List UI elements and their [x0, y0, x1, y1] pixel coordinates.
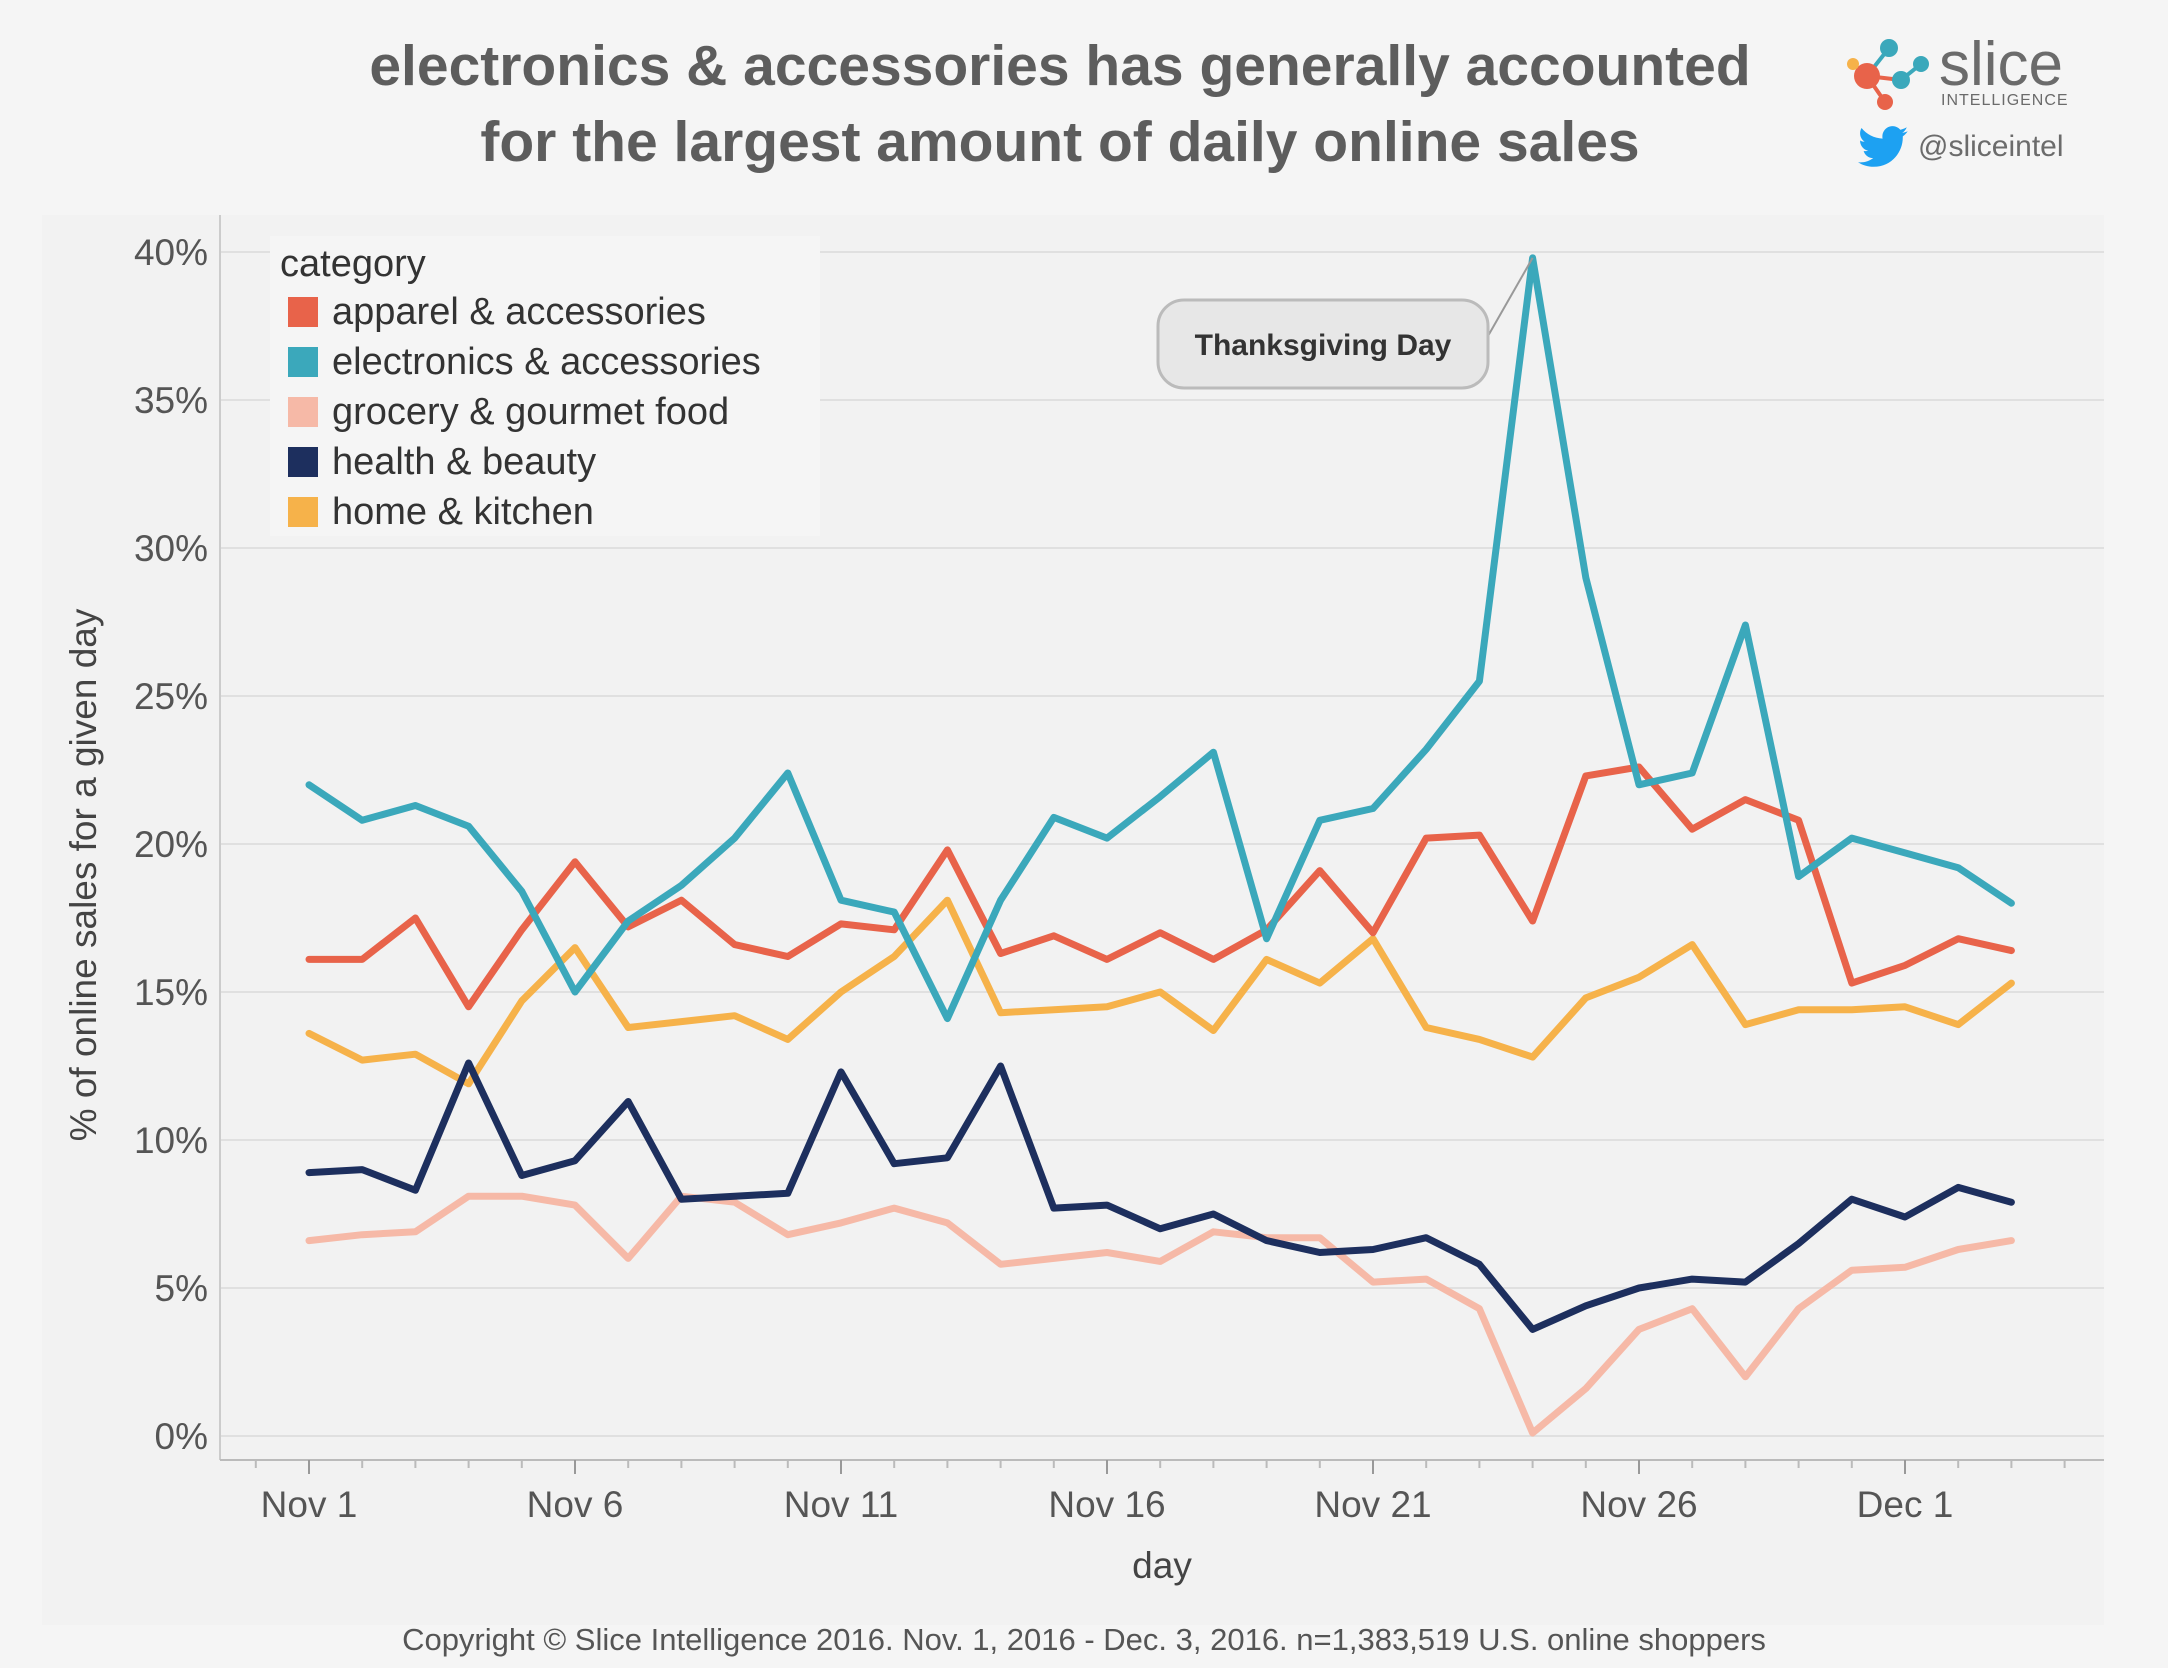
x-tick-label: Nov 1: [261, 1484, 358, 1525]
x-tick-label: Nov 21: [1314, 1484, 1431, 1525]
twitter-handle-text: @sliceintel: [1918, 130, 2064, 163]
annotation: Thanksgiving Day: [1156, 257, 1534, 390]
legend-background: [270, 236, 820, 536]
molecule-logo-icon: [1847, 39, 1929, 110]
legend-swatch-electronics: [288, 347, 318, 377]
legend-swatch-health: [288, 447, 318, 477]
chart-title-line2: for the largest amount of daily online s…: [480, 110, 1640, 174]
y-tick-label: 40%: [134, 232, 208, 273]
x-tick-label: Nov 11: [784, 1484, 899, 1525]
logo-wordmark: slice: [1939, 30, 2064, 99]
y-tick-label: 10%: [134, 1120, 208, 1161]
legend-swatch-home: [288, 497, 318, 527]
legend-label-apparel: apparel & accessories: [332, 291, 706, 333]
legend-swatch-grocery: [288, 397, 318, 427]
y-tick-label: 20%: [134, 824, 208, 865]
legend-title: category: [280, 243, 426, 285]
copyright-footer: Copyright © Slice Intelligence 2016. Nov…: [402, 1622, 1766, 1657]
y-tick-label: 5%: [155, 1268, 208, 1309]
legend-label-electronics: electronics & accessories: [332, 341, 761, 383]
legend-label-health: health & beauty: [332, 441, 596, 483]
axes: 0% 5% 10% 15% 20% 25% 30% 35% 40% Nov 1 Nov 6 Nov 1…: [134, 215, 2104, 1525]
x-axis-title: day: [1132, 1545, 1192, 1586]
annotation-leader-line: [1487, 257, 1534, 337]
chart-title: electronics & accessories has generally …: [260, 28, 1860, 180]
logo-subtitle: INTELLIGENCE: [1941, 92, 2069, 109]
twitter-handle-block[interactable]: @sliceintel: [1858, 126, 2098, 172]
grid-lines: [220, 251, 2104, 1437]
series-line-health: [305, 1059, 2015, 1333]
y-tick-label: 30%: [134, 528, 208, 569]
slice-intelligence-logo: slice INTELLIGENCE: [1845, 30, 2075, 170]
series-line-home: [305, 896, 2015, 1088]
legend-label-grocery: grocery & gourmet food: [332, 391, 729, 433]
x-tick-label: Dec 1: [1857, 1484, 1954, 1525]
y-tick-label: 35%: [134, 380, 208, 421]
series-line-grocery: [305, 1192, 2015, 1437]
series-line-electronics: [305, 254, 2015, 1023]
y-axis-title: % of online sales for a given day: [63, 608, 104, 1141]
annotation-box: [1156, 298, 1490, 390]
legend: category apparel & accessories electronics…: [270, 236, 820, 536]
y-tick-label: 0%: [155, 1416, 208, 1457]
x-tick-label: Nov 16: [1048, 1484, 1165, 1525]
chart-title-line1: electronics & accessories has generally …: [369, 34, 1751, 98]
twitter-bird-icon: [1858, 126, 1908, 167]
legend-label-home: home & kitchen: [332, 491, 594, 533]
x-tick-label: Nov 6: [527, 1484, 624, 1525]
annotation-label: Thanksgiving Day: [1195, 329, 1452, 362]
x-tick-label: Nov 26: [1580, 1484, 1697, 1525]
series-lines: [305, 254, 2015, 1437]
series-line-apparel: [305, 763, 2015, 1011]
legend-swatch-apparel: [288, 297, 318, 327]
y-tick-label: 25%: [134, 676, 208, 717]
y-tick-label: 15%: [134, 972, 208, 1013]
